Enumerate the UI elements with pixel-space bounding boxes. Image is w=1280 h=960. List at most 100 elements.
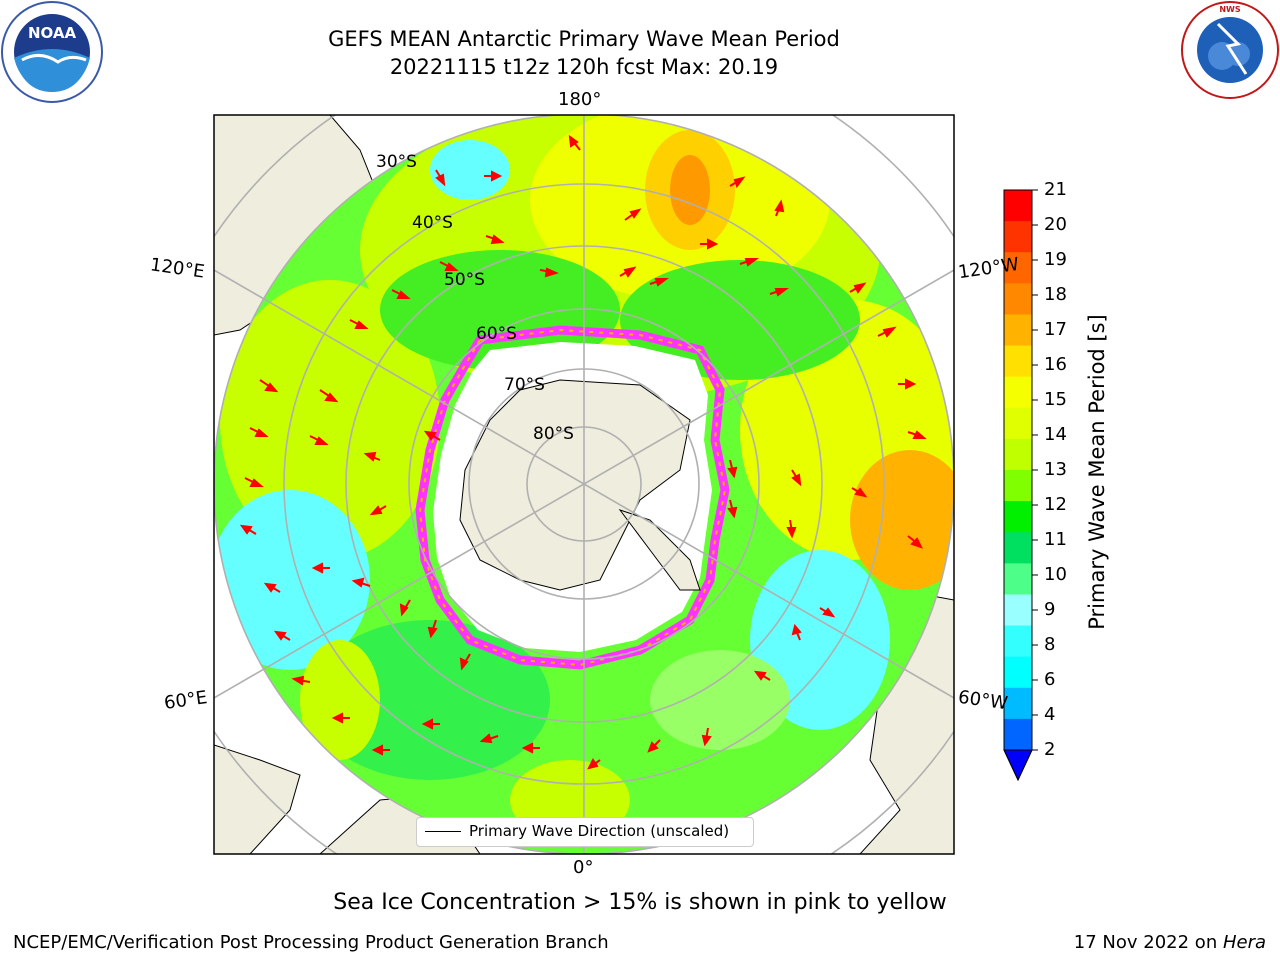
direction-arrow xyxy=(568,134,581,151)
direction-arrow xyxy=(907,430,927,439)
direction-arrow xyxy=(371,744,390,756)
direction-arrow xyxy=(877,326,897,338)
direction-arrow xyxy=(539,267,559,278)
colorbar-extend-triangle xyxy=(1003,749,1033,782)
direction-arrow xyxy=(649,278,669,287)
colorbar xyxy=(1003,189,1038,782)
colorbar-tick-label: 14 xyxy=(1044,424,1067,445)
svg-text:NWS: NWS xyxy=(1219,5,1241,14)
direction-arrow xyxy=(619,266,637,278)
chart-title: GEFS MEAN Antarctic Primary Wave Mean Pe… xyxy=(328,27,840,51)
direction-arrow xyxy=(727,499,738,519)
colorbar-segment xyxy=(1004,407,1032,440)
direction-arrow xyxy=(729,176,746,189)
colorbar-tick-label: 20 xyxy=(1044,214,1067,235)
colorbar-segment xyxy=(1004,625,1032,658)
footer-date-text: 17 Nov 2022 on xyxy=(1073,932,1223,953)
noaa-logo-text: NOAA xyxy=(28,24,77,42)
graticule xyxy=(214,115,954,854)
direction-arrow xyxy=(349,319,369,329)
direction-arrow xyxy=(239,524,257,535)
direction-arrow xyxy=(484,170,503,182)
colorbar-tick-label: 21 xyxy=(1044,179,1067,200)
wave-direction-arrows xyxy=(239,134,927,770)
direction-arrow xyxy=(479,733,499,744)
colorbar-tick-label: 12 xyxy=(1044,494,1067,515)
colorbar-segment xyxy=(1004,563,1032,595)
colorbar-segment xyxy=(1004,438,1032,471)
direction-arrow xyxy=(319,389,339,403)
direction-arrow xyxy=(791,469,802,487)
parallel-label-60s: 60°S xyxy=(476,324,517,344)
direction-arrow xyxy=(351,577,371,588)
colorbar-segment xyxy=(1004,190,1032,222)
colorbar-tick-label: 6 xyxy=(1044,669,1056,690)
colorbar-segment xyxy=(1004,687,1032,720)
direction-arrow xyxy=(291,675,311,686)
direction-arrow xyxy=(701,727,712,747)
direction-arrow xyxy=(421,718,440,730)
colorbar-tick-label: 9 xyxy=(1044,599,1056,620)
colorbar-tick-label: 18 xyxy=(1044,284,1067,305)
parallel-label-40s: 40°S xyxy=(412,213,453,233)
colorbar-segment xyxy=(1004,501,1032,533)
direction-arrow xyxy=(427,619,438,639)
legend-line-swatch xyxy=(425,831,461,832)
direction-arrow xyxy=(423,430,441,441)
colorbar-segment xyxy=(1004,594,1032,627)
direction-arrow xyxy=(435,169,446,187)
meridian-label-0: 0° xyxy=(573,857,594,878)
direction-arrow xyxy=(851,487,868,498)
parallel-label-50s: 50°S xyxy=(444,270,485,290)
direction-arrow xyxy=(331,712,350,724)
legend-label: Primary Wave Direction (unscaled) xyxy=(469,822,730,840)
direction-arrow xyxy=(244,477,264,487)
direction-arrow xyxy=(907,535,923,549)
colorbar-segment xyxy=(1004,221,1032,253)
direction-arrow xyxy=(624,208,642,221)
colorbar-segment xyxy=(1004,718,1032,751)
colorbar-tick-label: 13 xyxy=(1044,459,1067,480)
direction-arrow xyxy=(485,234,505,245)
direction-arrow xyxy=(439,261,459,271)
direction-arrow xyxy=(391,289,411,299)
direction-arrow xyxy=(309,435,329,445)
direction-arrow xyxy=(369,505,387,516)
direction-arrow xyxy=(819,607,836,618)
colorbar-segment xyxy=(1004,252,1032,284)
direction-arrow xyxy=(727,459,738,479)
footer-credit: NCEP/EMC/Verification Post Processing Pr… xyxy=(13,932,609,953)
direction-arrow xyxy=(898,378,917,390)
colorbar-tick-label: 4 xyxy=(1044,704,1056,725)
colorbar-tick-label: 15 xyxy=(1044,389,1067,410)
sea-ice-note: Sea Ice Concentration > 15% is shown in … xyxy=(333,890,947,915)
direction-arrow xyxy=(774,199,785,217)
map-frame xyxy=(213,114,955,855)
direction-arrow xyxy=(769,288,789,297)
nws-logo: NWS xyxy=(1181,1,1279,99)
direction-arrow xyxy=(399,599,411,617)
colorbar-outline xyxy=(1003,189,1033,782)
parallel-label-30s: 30°S xyxy=(376,152,417,172)
colorbar-tick-label: 11 xyxy=(1044,529,1067,550)
colorbar-segment xyxy=(1004,283,1032,315)
colorbar-segment xyxy=(1004,532,1032,564)
direction-arrow xyxy=(459,653,471,671)
colorbar-segment xyxy=(1004,656,1032,689)
direction-arrow xyxy=(263,582,281,593)
parallel-label-70s: 70°S xyxy=(504,375,545,395)
chart-subtitle: 20221115 t12z 120h fcst Max: 20.19 xyxy=(389,55,779,79)
direction-arrow xyxy=(587,758,601,770)
direction-arrow xyxy=(700,238,719,250)
colorbar-tick-label: 2 xyxy=(1044,739,1056,760)
direction-arrow xyxy=(273,630,291,641)
map-legend: Primary Wave Direction (unscaled) xyxy=(416,817,754,847)
colorbar-tick-label: 16 xyxy=(1044,354,1067,375)
footer-date: 17 Nov 2022 on Hera xyxy=(1074,932,1266,953)
footer-machine: Hera xyxy=(1222,932,1266,953)
direction-arrow xyxy=(311,562,330,574)
direction-arrow xyxy=(259,379,279,393)
colorbar-tick-label: 17 xyxy=(1044,319,1067,340)
direction-arrow xyxy=(849,282,867,294)
